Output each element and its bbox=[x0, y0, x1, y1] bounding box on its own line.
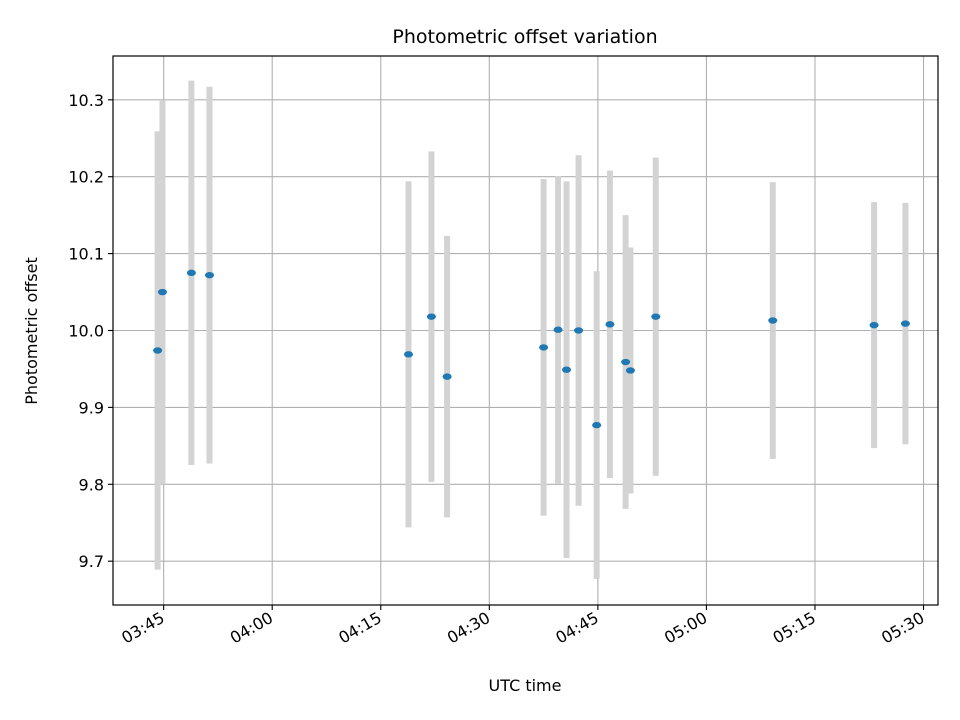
data-point bbox=[900, 320, 910, 327]
data-point bbox=[592, 421, 602, 429]
data-point bbox=[574, 327, 584, 334]
data-point bbox=[153, 347, 163, 354]
data-points bbox=[153, 269, 910, 429]
data-point bbox=[553, 326, 563, 333]
chart-title: Photometric offset variation bbox=[392, 26, 657, 48]
data-point bbox=[186, 269, 196, 277]
y-tick-label: 9.7 bbox=[79, 552, 104, 571]
y-tick-label: 10.2 bbox=[68, 168, 104, 187]
grid-lines bbox=[113, 56, 938, 605]
data-point bbox=[562, 366, 572, 373]
x-axis-label: UTC time bbox=[489, 676, 562, 695]
data-point bbox=[157, 288, 167, 296]
y-tick-label: 10.3 bbox=[68, 91, 104, 110]
y-tick-label: 9.8 bbox=[79, 475, 104, 494]
data-point bbox=[621, 358, 631, 366]
data-point bbox=[651, 313, 661, 320]
y-tick-label: 9.9 bbox=[79, 398, 104, 417]
data-point bbox=[426, 313, 436, 320]
data-point bbox=[404, 351, 414, 358]
data-point bbox=[442, 373, 452, 380]
data-point bbox=[869, 321, 879, 329]
y-axis-label: Photometric offset bbox=[22, 257, 41, 405]
y-tick-label: 10.0 bbox=[68, 322, 104, 341]
data-point bbox=[204, 271, 214, 279]
y-tick-label: 10.1 bbox=[68, 245, 104, 264]
data-point bbox=[605, 321, 615, 328]
data-point bbox=[768, 317, 778, 324]
data-point bbox=[625, 367, 635, 374]
y-axis-ticks: 9.7 9.8 9.9 10.0 10.1 10.2 10.3 bbox=[68, 91, 113, 571]
data-point bbox=[539, 344, 549, 351]
